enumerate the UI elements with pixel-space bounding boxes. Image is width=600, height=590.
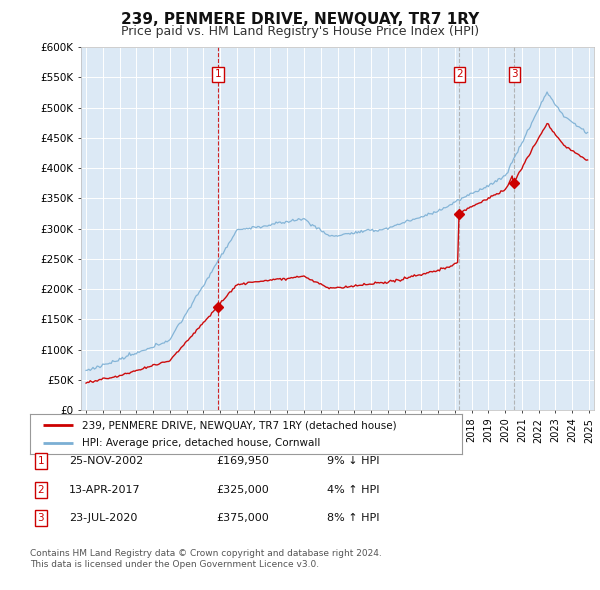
Text: 4% ↑ HPI: 4% ↑ HPI: [327, 485, 380, 494]
Text: Contains HM Land Registry data © Crown copyright and database right 2024.: Contains HM Land Registry data © Crown c…: [30, 549, 382, 558]
Text: Price paid vs. HM Land Registry's House Price Index (HPI): Price paid vs. HM Land Registry's House …: [121, 25, 479, 38]
Text: 239, PENMERE DRIVE, NEWQUAY, TR7 1RY (detached house): 239, PENMERE DRIVE, NEWQUAY, TR7 1RY (de…: [82, 421, 397, 431]
Text: 1: 1: [37, 457, 44, 466]
Text: 8% ↑ HPI: 8% ↑ HPI: [327, 513, 380, 523]
Text: 3: 3: [37, 513, 44, 523]
Text: HPI: Average price, detached house, Cornwall: HPI: Average price, detached house, Corn…: [82, 438, 320, 448]
Text: 13-APR-2017: 13-APR-2017: [69, 485, 140, 494]
Text: 23-JUL-2020: 23-JUL-2020: [69, 513, 137, 523]
Text: 25-NOV-2002: 25-NOV-2002: [69, 457, 143, 466]
Text: 1: 1: [215, 70, 222, 80]
Text: £169,950: £169,950: [216, 457, 269, 466]
Text: 239, PENMERE DRIVE, NEWQUAY, TR7 1RY: 239, PENMERE DRIVE, NEWQUAY, TR7 1RY: [121, 12, 479, 27]
Text: 2: 2: [37, 485, 44, 494]
Text: 9% ↓ HPI: 9% ↓ HPI: [327, 457, 380, 466]
Text: 2: 2: [456, 70, 463, 80]
Text: £325,000: £325,000: [216, 485, 269, 494]
Text: 3: 3: [511, 70, 518, 80]
Text: £375,000: £375,000: [216, 513, 269, 523]
Text: This data is licensed under the Open Government Licence v3.0.: This data is licensed under the Open Gov…: [30, 560, 319, 569]
